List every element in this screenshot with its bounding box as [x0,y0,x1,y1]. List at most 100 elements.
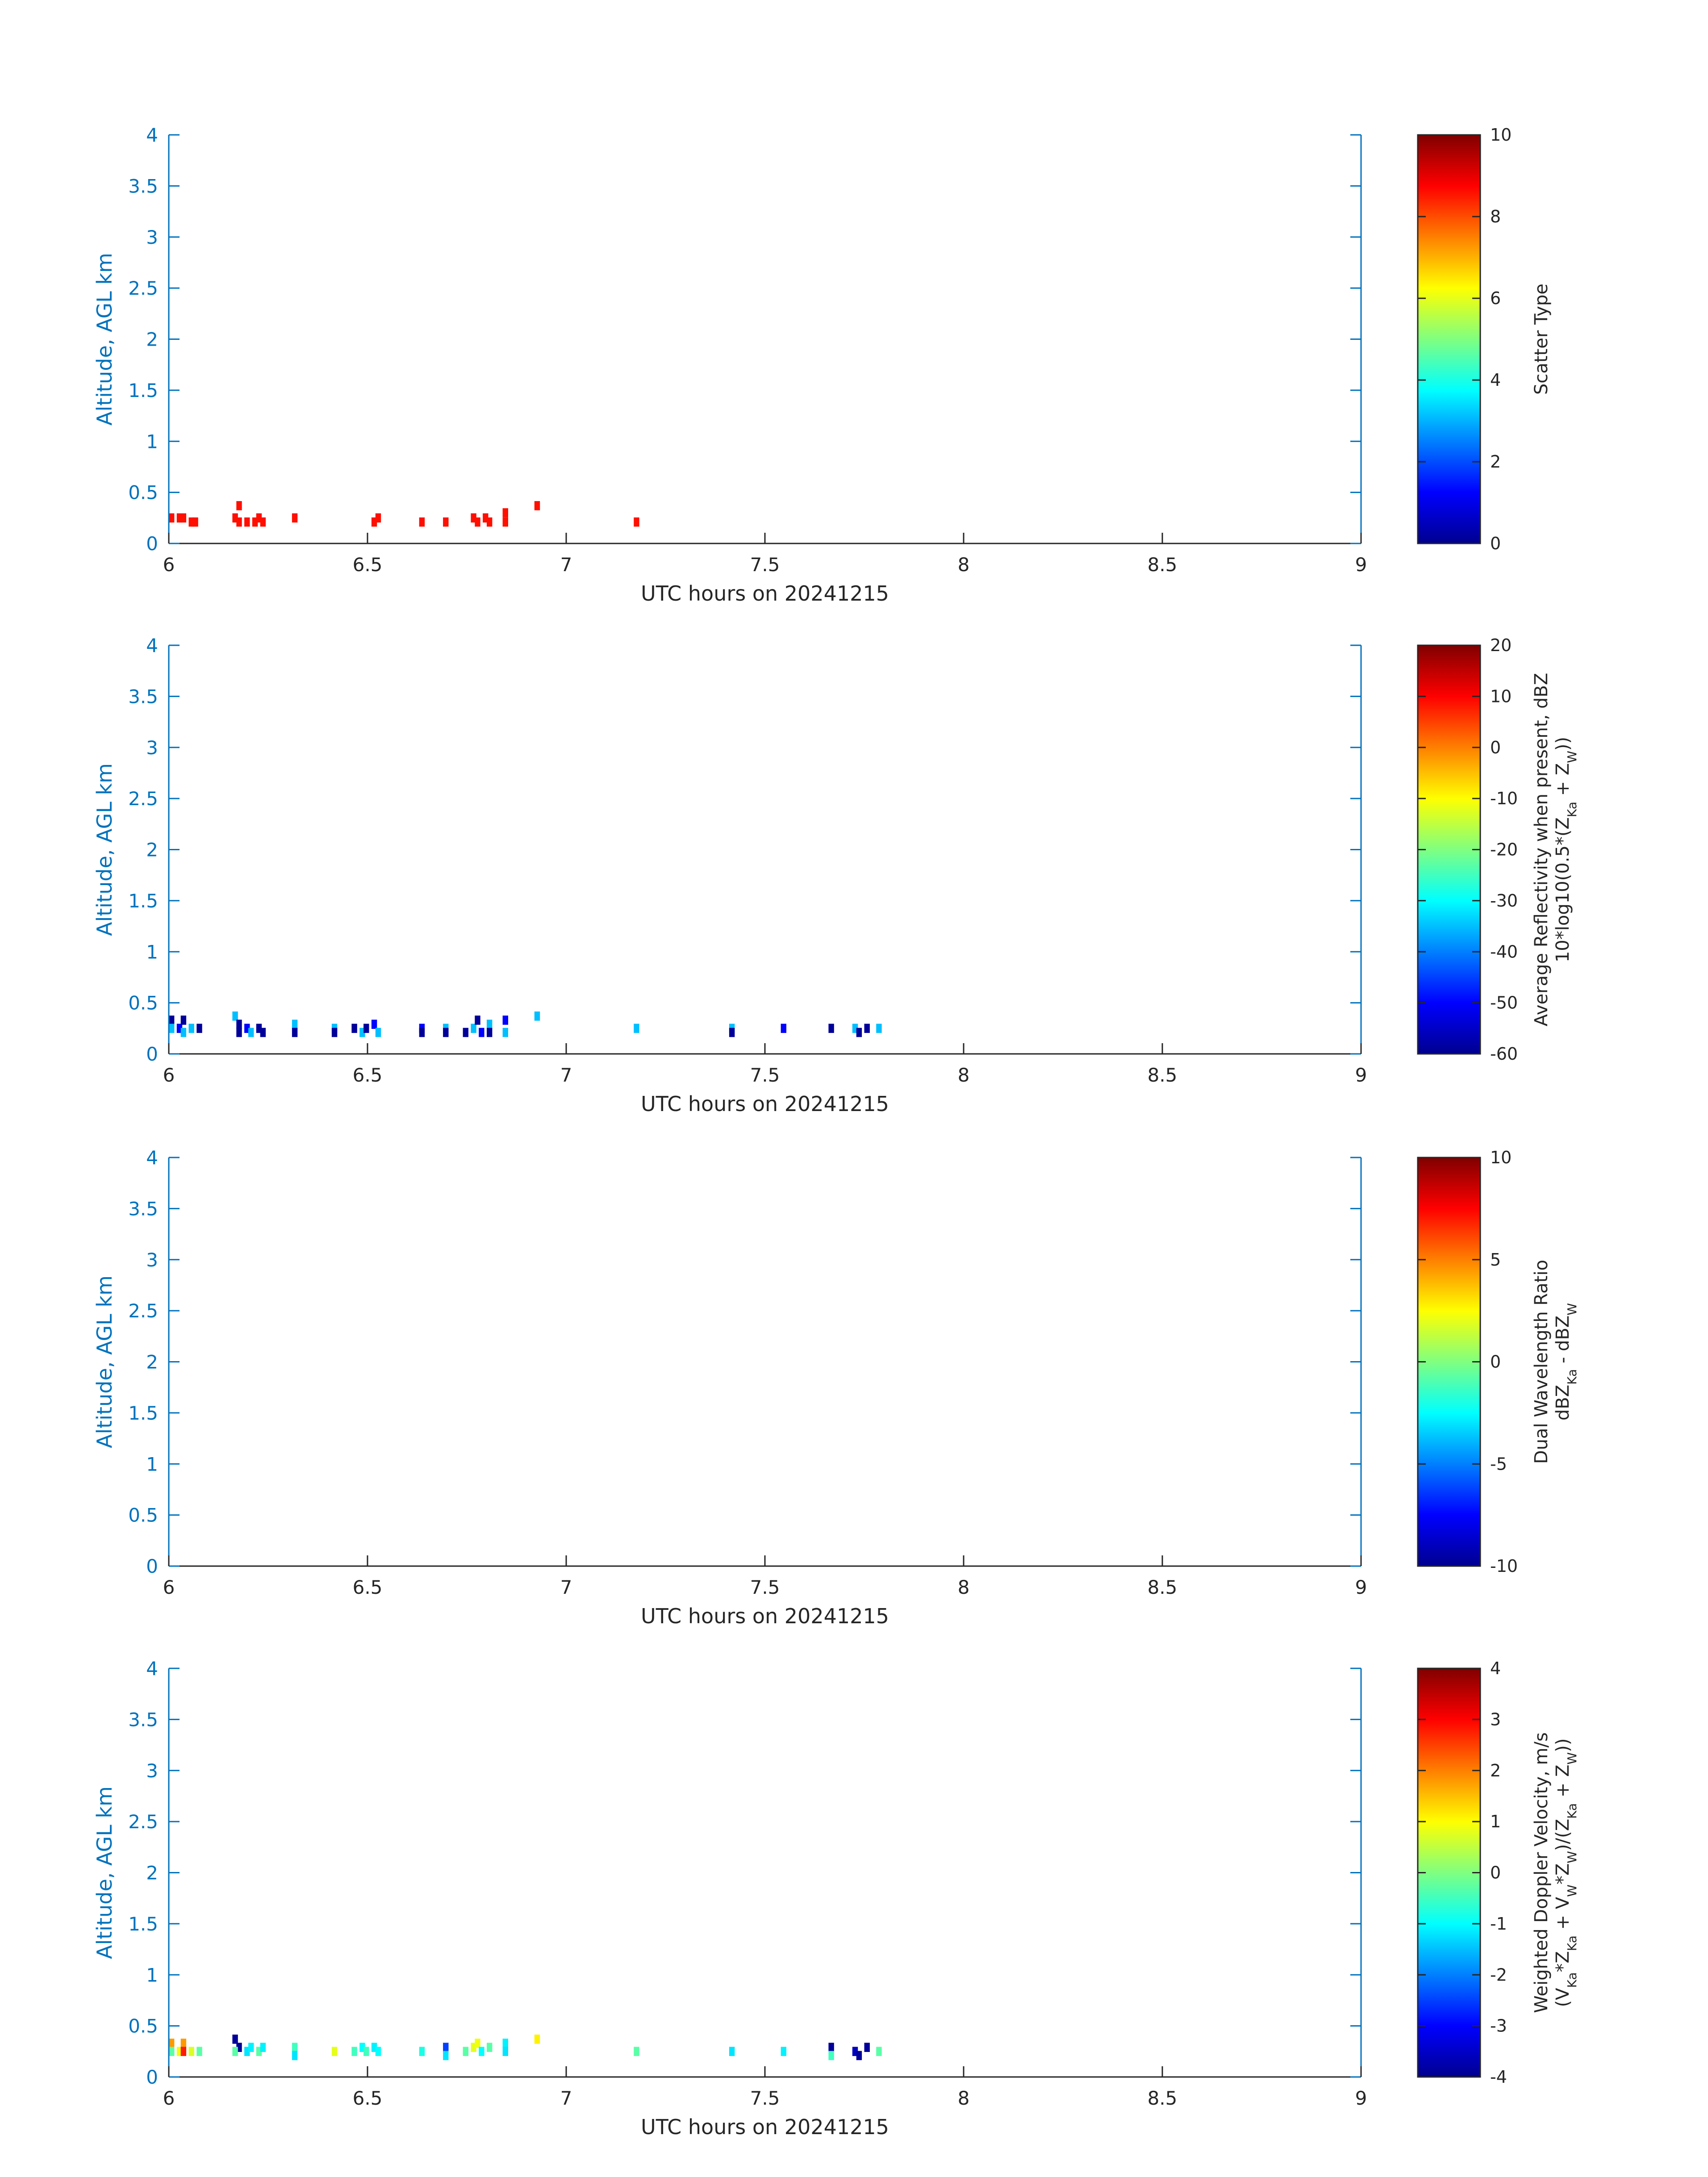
x-tick-label: 9 [1355,554,1367,576]
panel-3: 0 0.5 1 1.5 2 2.5 3 3.5 4 6 6.5 7 7.5 8 8.5 9 UTC hours … [92,1147,1579,1628]
data-cell [180,1015,187,1025]
colorbar-gradient [1417,134,1481,544]
y-tick-label: 3 [146,737,158,759]
data-cells [169,501,639,527]
colorbar-tick-label: -60 [1490,1044,1518,1064]
y-tick-label: 4 [146,1147,158,1169]
data-cell [502,2039,508,2048]
y-tick-label: 3.5 [128,1198,158,1220]
colorbar-label: Scatter Type [1531,284,1552,395]
data-cell [232,2047,238,2056]
data-cell [236,517,242,527]
y-tick-label: 0 [146,1555,158,1577]
x-tick-label: 8.5 [1148,1576,1178,1598]
colorbar-tick-label: -10 [1490,789,1518,808]
data-cell [248,2043,254,2052]
y-tick-label: 3 [146,226,158,248]
colorbar-tick-label: 10 [1490,1148,1512,1167]
data-cell [236,1028,242,1037]
colorbar-gradient [1417,1667,1481,2078]
data-cell [479,2047,484,2056]
colorbar-tick-label: 0 [1490,534,1501,553]
data-cell [634,517,639,527]
data-cell [351,2047,357,2056]
x-tick-label: 9 [1355,1576,1367,1598]
data-cell [169,1015,175,1025]
y-tick-label: 1.5 [128,380,158,401]
colorbar-tick-label: 2 [1490,452,1501,472]
colorbar-label-line-1: Average Reflectivity when present, dBZ [1531,673,1552,1026]
data-cell [443,517,449,527]
y-tick-label: 1.5 [128,1402,158,1424]
x-tick-label: 7.5 [750,1576,780,1598]
data-cell [502,1015,508,1025]
colorbar-tick-label: -5 [1490,1454,1507,1474]
data-cell [634,1024,639,1033]
data-cell [534,1011,540,1021]
colorbar-tick-label: 4 [1490,370,1501,390]
data-cell [534,501,540,510]
data-cell [363,1024,369,1033]
x-tick-label: 8.5 [1148,1064,1178,1086]
colorbar-label-line-2: (VKa*ZKa + VW*ZW)/(ZKa + ZW)) [1553,1738,1579,2007]
data-cell [487,2043,493,2052]
colorbar-gradient [1417,1157,1481,1567]
data-cell [502,517,508,527]
panel-1: 0 0.5 1 1.5 2 2.5 3 3.5 4 6 6.5 7 7.5 8 8.5 9 UTC hours … [92,124,1552,606]
data-cell [260,2043,266,2052]
data-cell [180,513,187,523]
data-cell [196,2047,202,2056]
data-cell [502,1028,508,1037]
x-tick-label: 6.5 [353,1576,383,1598]
data-cell [196,1024,202,1033]
x-tick-label: 8 [958,1064,970,1086]
data-cell [856,2051,862,2060]
data-cell [475,2039,480,2048]
data-cell [463,1028,468,1037]
colorbar-tick-label: 2 [1490,1761,1501,1780]
x-tick-label: 6.5 [353,554,383,576]
colorbar-tick-label: -40 [1490,942,1518,961]
data-cell [479,1028,484,1037]
colorbar-label: Average Reflectivity when present, dBZ10… [1531,673,1579,1026]
colorbar-label-line-2: dBZKa - dBZW [1553,1303,1579,1421]
y-tick-label: 4 [146,635,158,656]
data-cell [419,517,425,527]
data-cell [188,2047,194,2056]
data-cell [828,2043,834,2052]
data-cell [828,2051,834,2060]
x-axis-label: UTC hours on 20241215 [641,581,889,606]
data-cell [236,501,242,510]
colorbar-tick-label: -20 [1490,840,1518,860]
y-tick-label: 3.5 [128,685,158,707]
colorbar-label: Weighted Doppler Velocity, m/s(VKa*ZKa +… [1531,1732,1579,2013]
data-cell [169,2047,175,2056]
data-cell [876,1024,882,1033]
data-cell [781,2047,786,2056]
data-cell [502,508,508,518]
y-tick-label: 2 [146,329,158,351]
colorbar: -10 -5 0 5 10 Dual Wavelength RatiodBZKa - dB… [1417,1148,1579,1576]
x-tick-label: 6 [163,1064,175,1086]
data-cell [292,1028,298,1037]
y-tick-label: 2.5 [128,1811,158,1833]
colorbar-tick-label: 10 [1490,686,1512,706]
data-cell [781,1024,786,1033]
x-axis-label: UTC hours on 20241215 [641,1092,889,1116]
y-tick-label: 1.5 [128,890,158,912]
data-cell [169,513,175,523]
colorbar-tick-label: 10 [1490,125,1512,145]
colorbar-tick-label: 20 [1490,635,1512,655]
colorbar-tick-label: -4 [1490,2067,1507,2087]
data-cell [475,1015,480,1025]
data-cell [828,1024,834,1033]
data-cell [180,2047,187,2056]
colorbar-label-line-1: Scatter Type [1531,284,1552,395]
data-cell [487,517,493,527]
data-cell [487,1028,493,1037]
y-tick-label: 2.5 [128,277,158,299]
x-tick-label: 6.5 [353,2087,383,2109]
y-tick-label: 1 [146,1453,158,1475]
data-cell [864,1024,870,1033]
colorbar-tick-label: 0 [1490,1863,1501,1883]
